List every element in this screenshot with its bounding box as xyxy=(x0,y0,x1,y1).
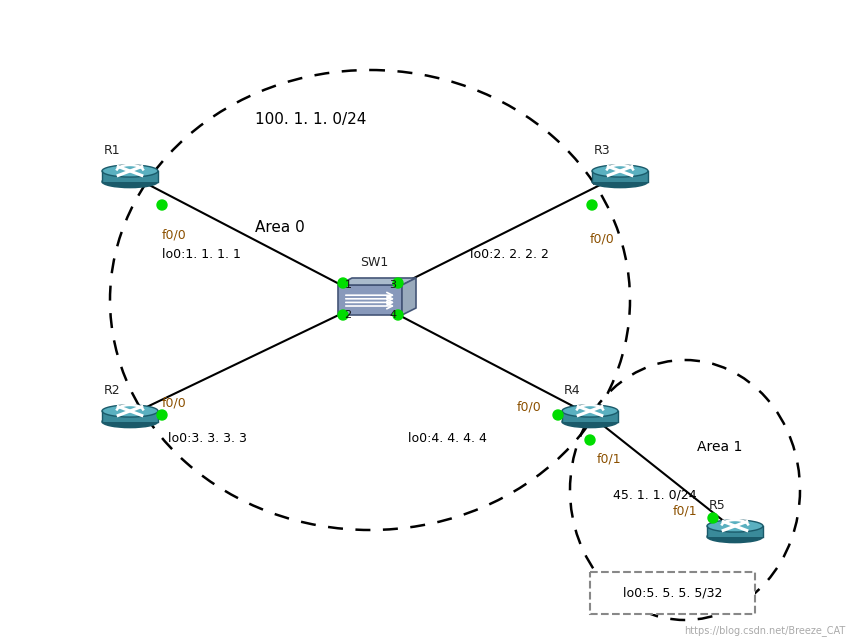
Circle shape xyxy=(708,513,718,523)
Circle shape xyxy=(157,410,167,420)
FancyBboxPatch shape xyxy=(590,572,755,614)
Text: R2: R2 xyxy=(104,384,121,397)
Ellipse shape xyxy=(102,405,158,417)
Circle shape xyxy=(338,278,348,288)
Text: f0/1: f0/1 xyxy=(597,452,621,465)
Text: lo0:2. 2. 2. 2: lo0:2. 2. 2. 2 xyxy=(470,248,549,261)
Circle shape xyxy=(553,410,563,420)
Text: Area 0: Area 0 xyxy=(255,220,305,235)
Circle shape xyxy=(587,200,597,210)
Circle shape xyxy=(393,310,403,320)
Text: f0/0: f0/0 xyxy=(162,228,187,241)
Circle shape xyxy=(585,435,595,445)
Polygon shape xyxy=(102,411,158,422)
Ellipse shape xyxy=(562,415,618,428)
Text: R5: R5 xyxy=(709,499,726,512)
Text: R4: R4 xyxy=(564,384,581,397)
Text: R1: R1 xyxy=(104,144,121,157)
Text: lo0:1. 1. 1. 1: lo0:1. 1. 1. 1 xyxy=(162,248,241,261)
Text: 2: 2 xyxy=(344,310,352,320)
Ellipse shape xyxy=(102,415,158,428)
Polygon shape xyxy=(592,171,648,181)
Text: https://blog.csdn.net/Breeze_CAT: https://blog.csdn.net/Breeze_CAT xyxy=(683,625,845,636)
Polygon shape xyxy=(707,526,763,537)
Text: f0/1: f0/1 xyxy=(672,505,697,518)
Text: Area 1: Area 1 xyxy=(697,440,742,454)
Ellipse shape xyxy=(102,176,158,188)
Text: 45. 1. 1. 0/24: 45. 1. 1. 0/24 xyxy=(613,488,697,501)
Ellipse shape xyxy=(707,531,763,543)
Polygon shape xyxy=(338,278,416,285)
Text: f0/0: f0/0 xyxy=(517,400,541,413)
Text: lo0:3. 3. 3. 3: lo0:3. 3. 3. 3 xyxy=(168,432,246,445)
Polygon shape xyxy=(562,411,618,422)
Ellipse shape xyxy=(562,405,618,417)
Text: lo0:5. 5. 5. 5/32: lo0:5. 5. 5. 5/32 xyxy=(623,587,722,599)
Ellipse shape xyxy=(592,165,648,177)
Ellipse shape xyxy=(707,520,763,532)
Text: lo0:4. 4. 4. 4: lo0:4. 4. 4. 4 xyxy=(408,432,487,445)
Text: 100. 1. 1. 0/24: 100. 1. 1. 0/24 xyxy=(255,112,366,127)
Text: SW1: SW1 xyxy=(360,256,388,269)
Text: 1: 1 xyxy=(344,280,352,290)
Circle shape xyxy=(157,200,167,210)
Ellipse shape xyxy=(592,176,648,188)
Text: f0/0: f0/0 xyxy=(162,397,187,410)
Polygon shape xyxy=(338,285,402,315)
Circle shape xyxy=(393,278,403,288)
Circle shape xyxy=(338,310,348,320)
Text: 3: 3 xyxy=(389,280,396,290)
Ellipse shape xyxy=(102,165,158,177)
Polygon shape xyxy=(402,278,416,315)
Text: f0/0: f0/0 xyxy=(590,232,615,245)
Text: R3: R3 xyxy=(594,144,610,157)
Polygon shape xyxy=(102,171,158,181)
Text: 4: 4 xyxy=(389,310,397,320)
